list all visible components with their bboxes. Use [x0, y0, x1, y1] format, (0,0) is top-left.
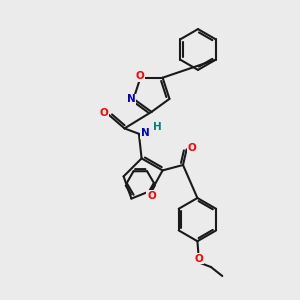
Text: O: O [135, 71, 144, 81]
Text: O: O [100, 108, 109, 118]
Text: O: O [188, 143, 196, 153]
Text: N: N [140, 128, 149, 138]
Text: H: H [153, 122, 162, 132]
Text: N: N [127, 94, 136, 104]
Text: O: O [195, 254, 204, 264]
Text: O: O [147, 191, 156, 201]
